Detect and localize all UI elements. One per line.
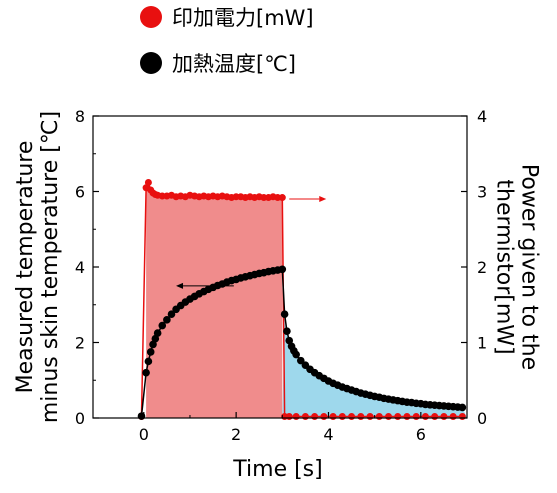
- legend-marker-temperature: [140, 52, 162, 74]
- left-y-axis-tick-label: 2: [75, 334, 85, 353]
- left-y-axis-title-line: minus skin temperature [℃]: [38, 111, 63, 423]
- power-point: [440, 412, 448, 420]
- temperature-point: [142, 368, 150, 377]
- power-area-fill: [146, 182, 283, 418]
- legend-item-power: 印加電力[mW]: [140, 2, 314, 32]
- right-y-axis-tick-label: 0: [477, 409, 487, 428]
- power-point: [301, 412, 309, 420]
- power-axis-arrow-head: [319, 196, 327, 203]
- legend-marker-power: [140, 6, 162, 28]
- temperature-point: [280, 310, 289, 318]
- right-y-axis-title-line: Power given to the: [517, 164, 542, 370]
- right-y-axis-tick-label: 3: [477, 183, 487, 202]
- power-point: [292, 412, 300, 420]
- power-point: [348, 412, 356, 420]
- temperature-point: [158, 321, 167, 330]
- power-point: [394, 412, 402, 420]
- power-point: [375, 412, 383, 420]
- temperature-point: [167, 310, 176, 318]
- x-axis-title: Time [s]: [232, 457, 322, 482]
- power-point: [421, 412, 429, 420]
- temperature-point: [146, 348, 155, 356]
- power-point: [449, 412, 457, 420]
- right-y-axis-title-line: thermistor[mW]: [491, 179, 516, 354]
- temperature-axis-arrow-head: [176, 282, 184, 289]
- power-point: [458, 412, 466, 420]
- temperature-point: [283, 327, 291, 335]
- temperature-point: [278, 265, 287, 274]
- left-y-axis-title: Measured temperatureminus skin temperatu…: [13, 111, 63, 423]
- x-axis-tick-label: 6: [416, 425, 426, 444]
- x-axis-tick-label: 0: [139, 425, 149, 444]
- right-y-axis-tick-label: 1: [477, 334, 487, 353]
- left-y-axis-tick-label: 6: [75, 183, 85, 202]
- temperature-area-fill: [282, 314, 467, 418]
- power-point: [285, 412, 293, 420]
- legend-label-temperature: 加熱温度[℃]: [172, 52, 296, 76]
- legend-item-temperature: 加熱温度[℃]: [140, 48, 296, 78]
- power-point: [385, 412, 393, 420]
- temperature-point: [144, 357, 153, 366]
- power-point: [431, 412, 439, 420]
- left-y-axis-title-line: Measured temperature: [13, 141, 38, 394]
- right-y-axis-title: Power given to thethermistor[mW]: [491, 164, 541, 370]
- power-point: [311, 412, 319, 420]
- left-y-axis-tick-label: 0: [75, 409, 85, 428]
- temperature-point: [292, 350, 300, 359]
- power-point: [366, 412, 374, 420]
- x-axis-tick-label: 4: [323, 425, 333, 444]
- right-y-axis-tick-label: 2: [477, 258, 487, 277]
- temperature-point: [458, 403, 467, 412]
- power-point: [278, 194, 286, 202]
- power-point: [144, 178, 152, 186]
- left-y-axis-tick-label: 8: [75, 107, 85, 126]
- left-y-axis-tick-label: 4: [75, 258, 85, 277]
- legend-label-power: 印加電力[mW]: [172, 6, 314, 30]
- power-point: [412, 412, 420, 420]
- temperature-point: [163, 316, 171, 324]
- power-point: [320, 412, 328, 420]
- power-point: [338, 412, 346, 420]
- x-axis-tick-label: 2: [231, 425, 241, 444]
- right-y-axis-tick-label: 4: [477, 107, 487, 126]
- temperature-point: [153, 329, 162, 337]
- power-point: [357, 412, 365, 420]
- power-point: [329, 412, 337, 420]
- power-point: [403, 412, 411, 420]
